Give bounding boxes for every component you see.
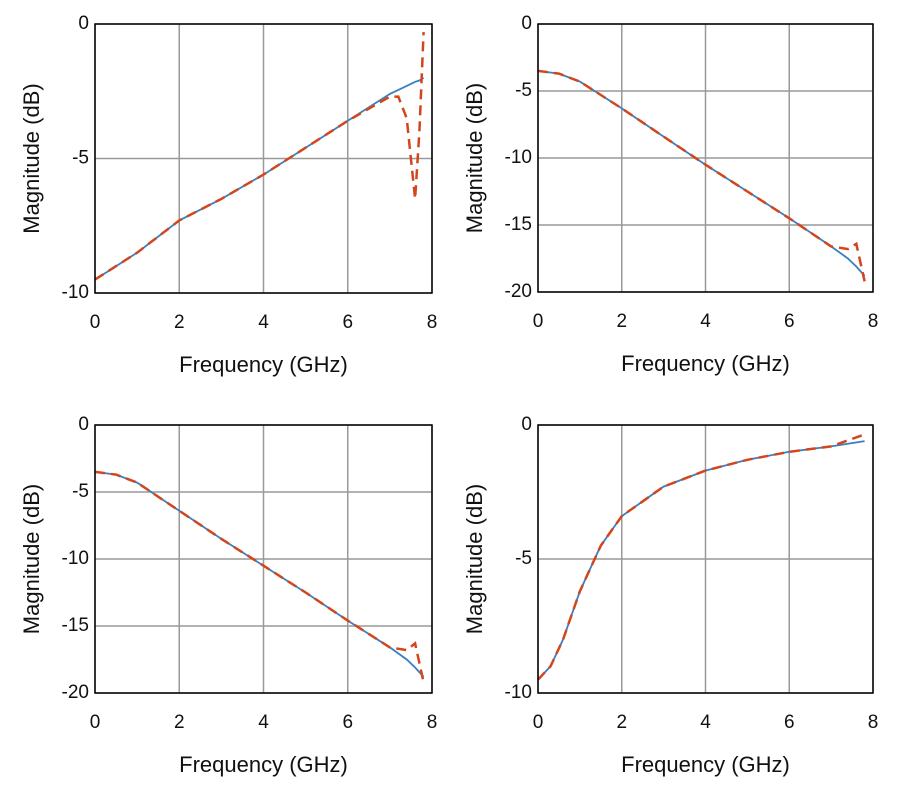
x-tick-label: 6 xyxy=(784,712,795,733)
subplot: 0 2 4 6 8 -20 -15 -10 -5 0 Frequency (GHz) Magnitud… xyxy=(462,13,878,376)
x-tick-label: 6 xyxy=(342,312,353,333)
x-tick-label: 6 xyxy=(342,712,353,733)
axes-frame xyxy=(537,424,874,694)
x-axis-label: Frequency (GHz) xyxy=(621,752,790,777)
y-tick-label: 0 xyxy=(521,414,532,435)
y-tick-label: -15 xyxy=(62,615,89,636)
y-axis-label: Magnitude (dB) xyxy=(19,83,44,233)
y-tick-label: -10 xyxy=(505,682,532,703)
x-tick-label: 8 xyxy=(868,311,879,332)
x-axis-label: Frequency (GHz) xyxy=(179,752,348,777)
y-tick-label: 0 xyxy=(78,13,89,34)
x-tick-label: 2 xyxy=(616,712,627,733)
y-axis-label: Magnitude (dB) xyxy=(462,484,487,634)
x-tick-label: 4 xyxy=(700,712,711,733)
y-tick-label: -15 xyxy=(505,214,532,235)
x-tick-label: 4 xyxy=(258,712,269,733)
y-tick-label: -5 xyxy=(515,80,532,101)
x-tick-label: 0 xyxy=(90,712,101,733)
subplot: 0 2 4 6 8 -20 -15 -10 -5 0 Frequency (GHz) Magnitud… xyxy=(19,414,437,777)
x-tick-label: 8 xyxy=(427,312,438,333)
y-tick-label: -5 xyxy=(72,481,89,502)
subplot: 0 2 4 6 8 -10 -5 0 Frequency (GHz) Magnitude (dB) xyxy=(19,13,437,377)
y-axis-label: Magnitude (dB) xyxy=(462,83,487,233)
data-line xyxy=(94,32,425,281)
y-tick-label: 0 xyxy=(521,13,532,34)
y-tick-label: -5 xyxy=(72,148,89,169)
x-tick-label: 2 xyxy=(616,311,627,332)
subplot: 0 2 4 6 8 -10 -5 0 Frequency (GHz) Magnitude (dB) xyxy=(462,414,878,777)
x-axis-label: Frequency (GHz) xyxy=(179,352,348,377)
x-tick-label: 0 xyxy=(533,311,544,332)
x-tick-label: 4 xyxy=(700,311,711,332)
y-tick-label: 0 xyxy=(78,414,89,435)
x-axis-label: Frequency (GHz) xyxy=(621,351,790,376)
y-tick-label: -20 xyxy=(62,682,89,703)
x-tick-label: 8 xyxy=(427,712,438,733)
axes-frame xyxy=(537,23,874,293)
x-tick-label: 0 xyxy=(90,312,101,333)
y-axis-label: Magnitude (dB) xyxy=(19,484,44,634)
x-tick-label: 2 xyxy=(174,312,185,333)
data-line xyxy=(537,69,866,282)
x-tick-label: 6 xyxy=(784,311,795,332)
x-tick-label: 2 xyxy=(174,712,185,733)
x-tick-label: 4 xyxy=(258,312,269,333)
y-tick-label: -5 xyxy=(515,548,532,569)
data-line xyxy=(537,433,866,681)
y-tick-label: -20 xyxy=(505,281,532,302)
y-tick-label: -10 xyxy=(505,147,532,168)
y-tick-label: -10 xyxy=(62,282,89,303)
x-tick-label: 0 xyxy=(533,712,544,733)
axes-frame xyxy=(94,23,433,294)
x-tick-label: 8 xyxy=(868,712,879,733)
axes-frame xyxy=(94,424,433,694)
y-tick-label: -10 xyxy=(62,548,89,569)
data-line xyxy=(94,470,425,683)
